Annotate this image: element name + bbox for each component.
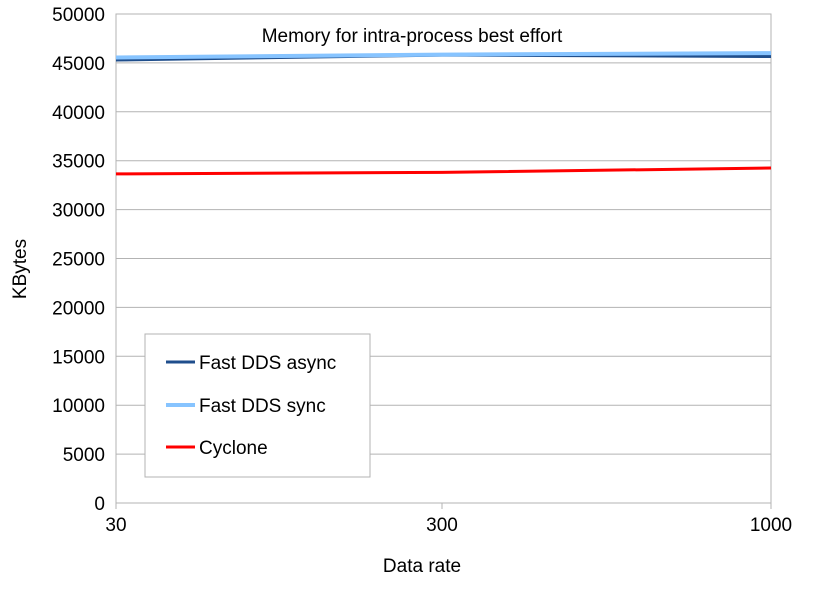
y-tick-label: 5000 [63,445,105,466]
series-line-cyclone [115,166,772,176]
y-tick-label: 20000 [52,298,105,319]
y-axis-tick-labels: 0 5000 10000 15000 20000 25000 30000 35000 40000… [52,5,105,515]
x-axis-tick-labels: 30 300 1000 [105,515,792,536]
y-tick-label: 0 [94,494,105,515]
y-tick-label: 15000 [52,347,105,368]
chart-title: Memory for intra-process best effort [262,26,563,47]
plot-area-frame [115,13,772,504]
x-axis-title: Data rate [383,556,461,577]
y-tick-label: 10000 [52,396,105,417]
series-line-fast-dds-sync [115,51,772,60]
y-tick-label: 25000 [52,250,105,271]
x-tick-label: 30 [105,515,126,536]
x-tick-label: 1000 [750,515,792,536]
legend-label-cyclone: Cyclone [199,438,268,459]
y-tick-label: 45000 [52,54,105,75]
legend-label-fast-dds-async: Fast DDS async [199,353,336,374]
legend: Fast DDS async Fast DDS sync Cyclone [144,333,371,478]
y-tick-label: 30000 [52,201,105,222]
x-axis-tick-marks [115,503,772,509]
x-tick-label: 300 [426,515,458,536]
y-axis-title: KBytes [10,239,31,299]
legend-label-fast-dds-sync: Fast DDS sync [199,396,326,417]
y-tick-label: 35000 [52,152,105,173]
series-lines [115,51,772,176]
y-tick-label: 50000 [52,5,105,26]
y-tick-label: 40000 [52,103,105,124]
